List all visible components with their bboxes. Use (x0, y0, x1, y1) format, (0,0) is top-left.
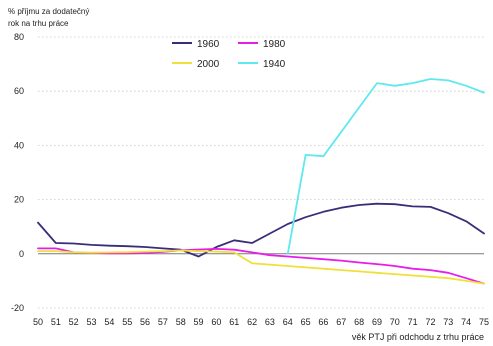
x-tick-label: 59 (194, 317, 204, 327)
x-tick-label: 61 (229, 317, 239, 327)
legend: 1960 1980 2000 1940 (172, 39, 286, 70)
x-tick-label: 64 (283, 317, 293, 327)
legend-label-1960: 1960 (197, 39, 220, 50)
series-line-1940 (286, 78, 485, 255)
x-tick-label: 57 (158, 317, 168, 327)
gridlines (38, 36, 484, 309)
x-tick-label: 75 (479, 317, 489, 327)
x-tick-label: 69 (372, 317, 382, 327)
x-tick-label: 63 (265, 317, 275, 327)
x-tick-label: 62 (247, 317, 257, 327)
x-tick-label: 53 (87, 317, 97, 327)
y-tick-label: 40 (14, 140, 24, 150)
series-line-1960 (37, 202, 485, 258)
legend-label-1940: 1940 (263, 59, 286, 70)
x-tick-label: 74 (461, 317, 471, 327)
x-tick-label: 73 (443, 317, 453, 327)
x-tick-label: 72 (425, 317, 435, 327)
y-tick-label: 0 (19, 249, 24, 259)
x-tick-label: 68 (354, 317, 364, 327)
x-tick-label: 58 (176, 317, 186, 327)
x-tick-labels: 50 51 52 53 54 55 56 57 58 59 60 61 62 63 64 65 66 67 68 69… (33, 317, 489, 327)
x-tick-label: 66 (318, 317, 328, 327)
legend-label-2000: 2000 (197, 59, 220, 70)
y-tick-label: 80 (14, 32, 24, 42)
y-tick-labels: -20 0 20 40 60 80 (11, 32, 24, 313)
x-tick-label: 60 (211, 317, 221, 327)
x-tick-label: 56 (140, 317, 150, 327)
x-tick-label: 50 (33, 317, 43, 327)
x-tick-label: 52 (69, 317, 79, 327)
x-tick-label: 71 (408, 317, 418, 327)
y-axis-label-line-2: rok na trhu práce (8, 19, 69, 28)
x-tick-label: 67 (336, 317, 346, 327)
y-tick-label: 60 (14, 86, 24, 96)
y-axis-label-line-1: % příjmu za dodatečný (8, 7, 89, 16)
series-line-1980 (37, 247, 485, 285)
y-tick-label: -20 (11, 303, 24, 313)
x-tick-label: 51 (51, 317, 61, 327)
series-line-2000 (37, 249, 485, 285)
x-tick-label: 70 (390, 317, 400, 327)
x-tick-label: 65 (301, 317, 311, 327)
x-tick-label: 55 (122, 317, 132, 327)
y-tick-label: 20 (14, 195, 24, 205)
legend-label-1980: 1980 (263, 39, 286, 50)
x-tick-label: 54 (104, 317, 114, 327)
series-lines (37, 78, 485, 285)
x-axis-label: věk PTJ při odchodu z trhu práce (352, 332, 484, 342)
